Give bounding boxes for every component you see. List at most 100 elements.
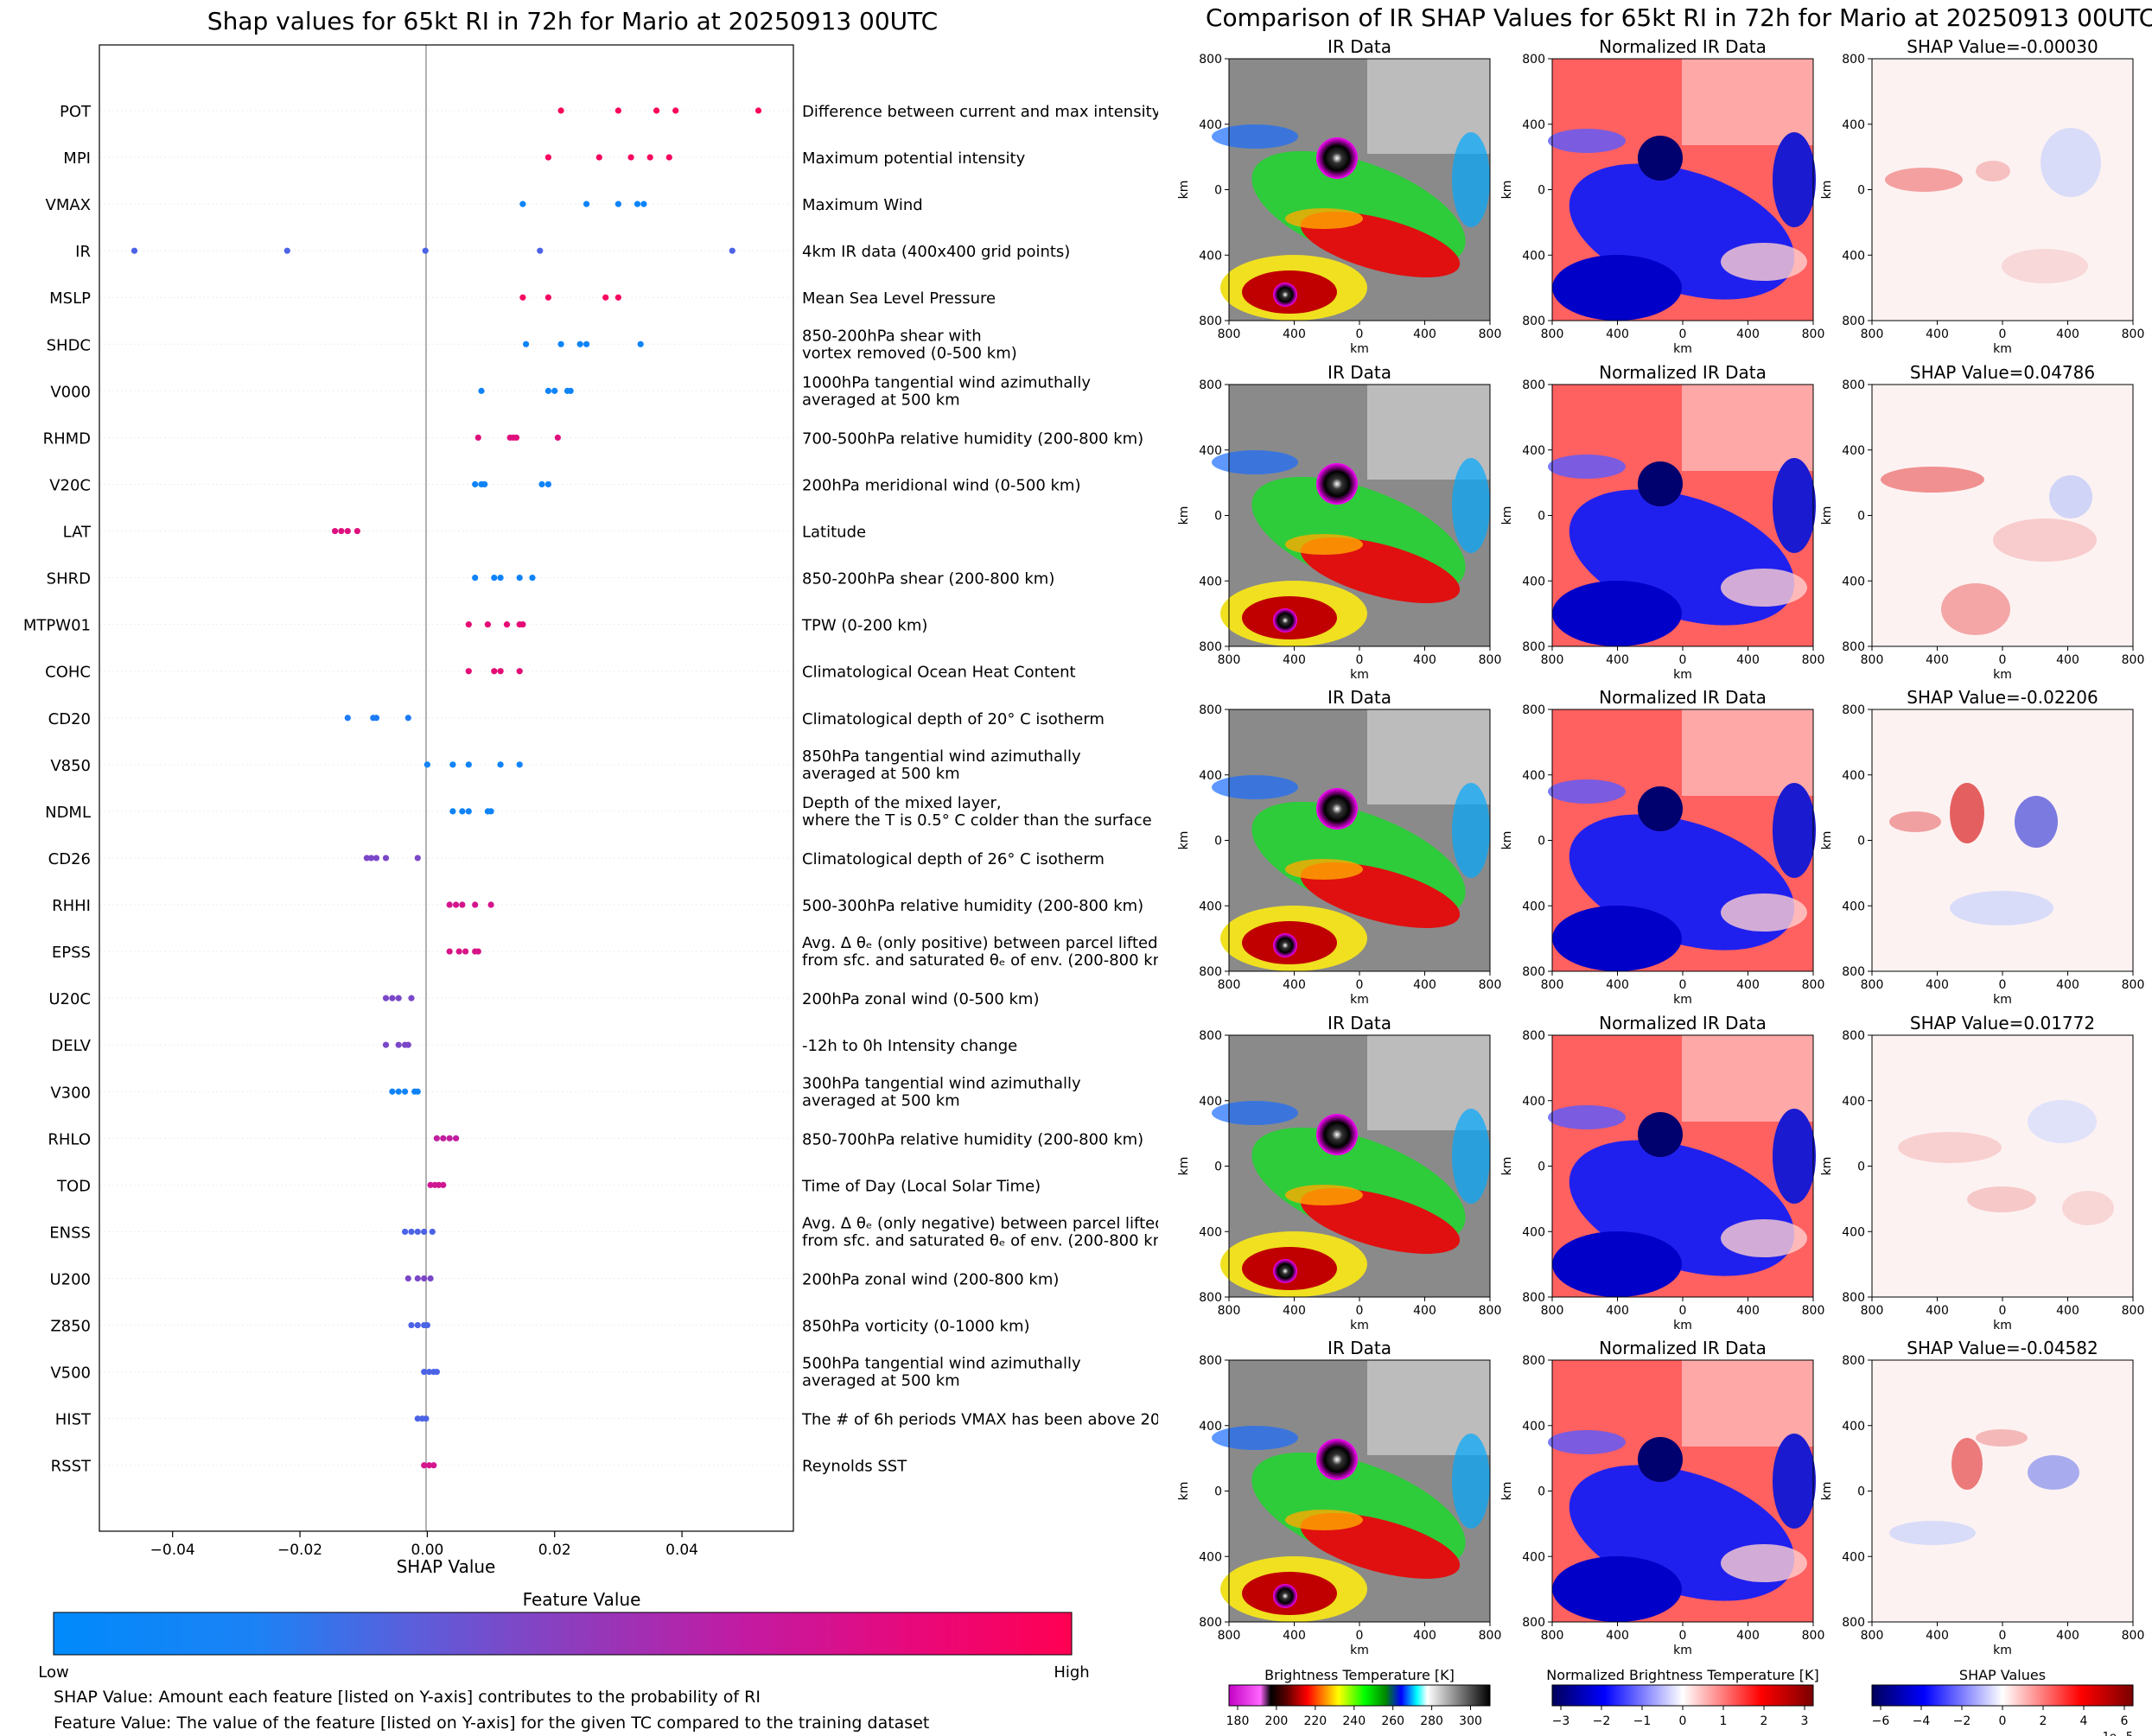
secondary-eye bbox=[1273, 608, 1297, 633]
x-tick-label: 400 bbox=[1413, 978, 1436, 992]
shap-region bbox=[1885, 168, 1963, 192]
colorbar-tick-label: −2 bbox=[1953, 1714, 1971, 1728]
colorbar-tick-label: 0 bbox=[1679, 1714, 1687, 1728]
shap-point bbox=[402, 1088, 409, 1095]
x-axis-label: km bbox=[1993, 1319, 2012, 1332]
x-tick-label: 0 bbox=[1356, 327, 1364, 341]
ir-cloud-band bbox=[1452, 1434, 1490, 1529]
y-tick-label: 0 bbox=[1214, 835, 1222, 849]
norm-cold-region bbox=[1552, 1231, 1682, 1297]
norm-clear-sky bbox=[1682, 709, 1813, 796]
feature-label-z850: Z850 bbox=[50, 1318, 91, 1336]
x-tick-label: 0 bbox=[1999, 1304, 2007, 1318]
shap-point bbox=[538, 480, 545, 488]
shap-point bbox=[491, 575, 498, 582]
shap-point bbox=[529, 575, 536, 582]
shap-point bbox=[653, 107, 660, 114]
feature-description-mpi: Maximum potential intensity bbox=[802, 149, 1026, 168]
shap-region bbox=[2002, 249, 2088, 283]
shap-point bbox=[544, 294, 552, 301]
shap-point bbox=[472, 575, 479, 582]
y-tick-label: 400 bbox=[1842, 118, 1865, 132]
feature-label-v20c: V20C bbox=[49, 476, 91, 494]
feature-description-z850: 850hPa vorticity (0-1000 km) bbox=[802, 1318, 1030, 1336]
y-tick-label: 400 bbox=[1199, 249, 1222, 263]
x-tick-label: 800 bbox=[1218, 653, 1241, 667]
feature-label-rsst: RSST bbox=[51, 1458, 92, 1476]
x-tick-label: 800 bbox=[1861, 327, 1884, 341]
y-tick-label: 800 bbox=[1842, 1616, 1865, 1630]
shap-region bbox=[1976, 161, 2010, 181]
y-tick-label: 400 bbox=[1522, 249, 1545, 263]
shap-point bbox=[414, 1228, 421, 1236]
y-tick-label: 800 bbox=[1199, 965, 1222, 979]
x-tick-label: 400 bbox=[1283, 1304, 1306, 1318]
x-axis-label: km bbox=[1350, 1644, 1369, 1657]
norm-cold-region bbox=[1548, 455, 1626, 479]
y-axis-label: km bbox=[1500, 1157, 1514, 1176]
colorbar-high-label: High bbox=[1054, 1663, 1089, 1682]
x-tick-label: 800 bbox=[1479, 653, 1502, 667]
x-tick-label: 800 bbox=[1479, 978, 1502, 992]
shap-point bbox=[446, 1135, 453, 1141]
y-tick-label: 800 bbox=[1199, 703, 1222, 717]
y-tick-label: 800 bbox=[1199, 53, 1222, 67]
feature-label-v000: V000 bbox=[50, 383, 91, 401]
shap-point bbox=[440, 1135, 447, 1141]
x-tick-label: 800 bbox=[1861, 1304, 1884, 1318]
ir-comparison-grid: IR Data80080040040000400400800800kmkmNor… bbox=[1177, 36, 2145, 1736]
y-tick-label: 400 bbox=[1199, 1550, 1222, 1564]
feature-description-v300: 300hPa tangential wind azimuthally averag… bbox=[802, 1074, 1081, 1110]
x-tick-label: 800 bbox=[1541, 1629, 1564, 1643]
x-tick-label: 400 bbox=[1606, 327, 1629, 341]
colorbar-title: Feature Value bbox=[523, 1589, 641, 1610]
norm-cold-region bbox=[1552, 906, 1682, 971]
x-axis-label: km bbox=[1993, 993, 2012, 1007]
shap-point bbox=[414, 1275, 421, 1282]
x-tick-label: 400 bbox=[1413, 327, 1436, 341]
colorbar-title: SHAP Values bbox=[1959, 1667, 2046, 1683]
y-tick-label: 800 bbox=[1522, 53, 1545, 67]
feature-label-mpi: MPI bbox=[63, 149, 91, 168]
feature-label-lat: LAT bbox=[63, 524, 92, 542]
shap-point bbox=[627, 154, 634, 161]
right-figure-title: Comparison of IR SHAP Values for 65kt RI… bbox=[1206, 3, 2152, 32]
y-axis-label: km bbox=[1177, 1157, 1191, 1176]
shap-point bbox=[491, 668, 498, 675]
shap-point bbox=[395, 1041, 402, 1048]
x-tick-label: 800 bbox=[2122, 653, 2145, 667]
y-tick-label: 800 bbox=[1199, 1354, 1222, 1368]
feature-description-cohc: Climatological Ocean Heat Content bbox=[802, 664, 1076, 682]
feature-label-v850: V850 bbox=[50, 757, 91, 775]
shap-point bbox=[557, 340, 564, 347]
x-tick-label: 800 bbox=[1479, 1629, 1502, 1643]
x-axis-label: km bbox=[1350, 993, 1369, 1007]
y-tick-label: 800 bbox=[1842, 965, 1865, 979]
ir-cloud-band bbox=[1285, 1510, 1363, 1530]
y-tick-label: 800 bbox=[1199, 640, 1222, 654]
colorbar-tick-label: 0 bbox=[1999, 1714, 2007, 1728]
colorbar-tick-label: 280 bbox=[1420, 1714, 1443, 1728]
feature-description-cd20: Climatological depth of 20° C isotherm bbox=[802, 710, 1105, 728]
x-tick-label: 0 bbox=[1679, 1629, 1687, 1643]
y-tick-label: 400 bbox=[1199, 1225, 1222, 1239]
x-tick-label: 0 bbox=[1999, 978, 2007, 992]
shap-point bbox=[544, 480, 552, 488]
y-tick-label: 400 bbox=[1842, 1095, 1865, 1109]
feature-label-cd26: CD26 bbox=[48, 850, 91, 868]
ir-cloud-band bbox=[1212, 775, 1298, 799]
x-tick-label: 0 bbox=[1356, 978, 1364, 992]
x-tick-label: 400 bbox=[1283, 653, 1306, 667]
shap-region bbox=[2028, 1455, 2079, 1490]
panel-title: IR Data bbox=[1327, 36, 1391, 57]
y-axis-label: km bbox=[1177, 831, 1191, 850]
shap-point bbox=[567, 387, 574, 394]
norm-eye-region bbox=[1638, 136, 1683, 181]
y-tick-label: 400 bbox=[1842, 444, 1865, 458]
x-tick-label: 400 bbox=[1736, 653, 1760, 667]
shap-point bbox=[640, 200, 647, 207]
shap-point bbox=[353, 527, 360, 535]
feature-description-tod: Time of Day (Local Solar Time) bbox=[801, 1177, 1041, 1195]
feature-description-v20c: 200hPa meridional wind (0-500 km) bbox=[802, 476, 1080, 494]
shap-point bbox=[426, 1462, 433, 1469]
